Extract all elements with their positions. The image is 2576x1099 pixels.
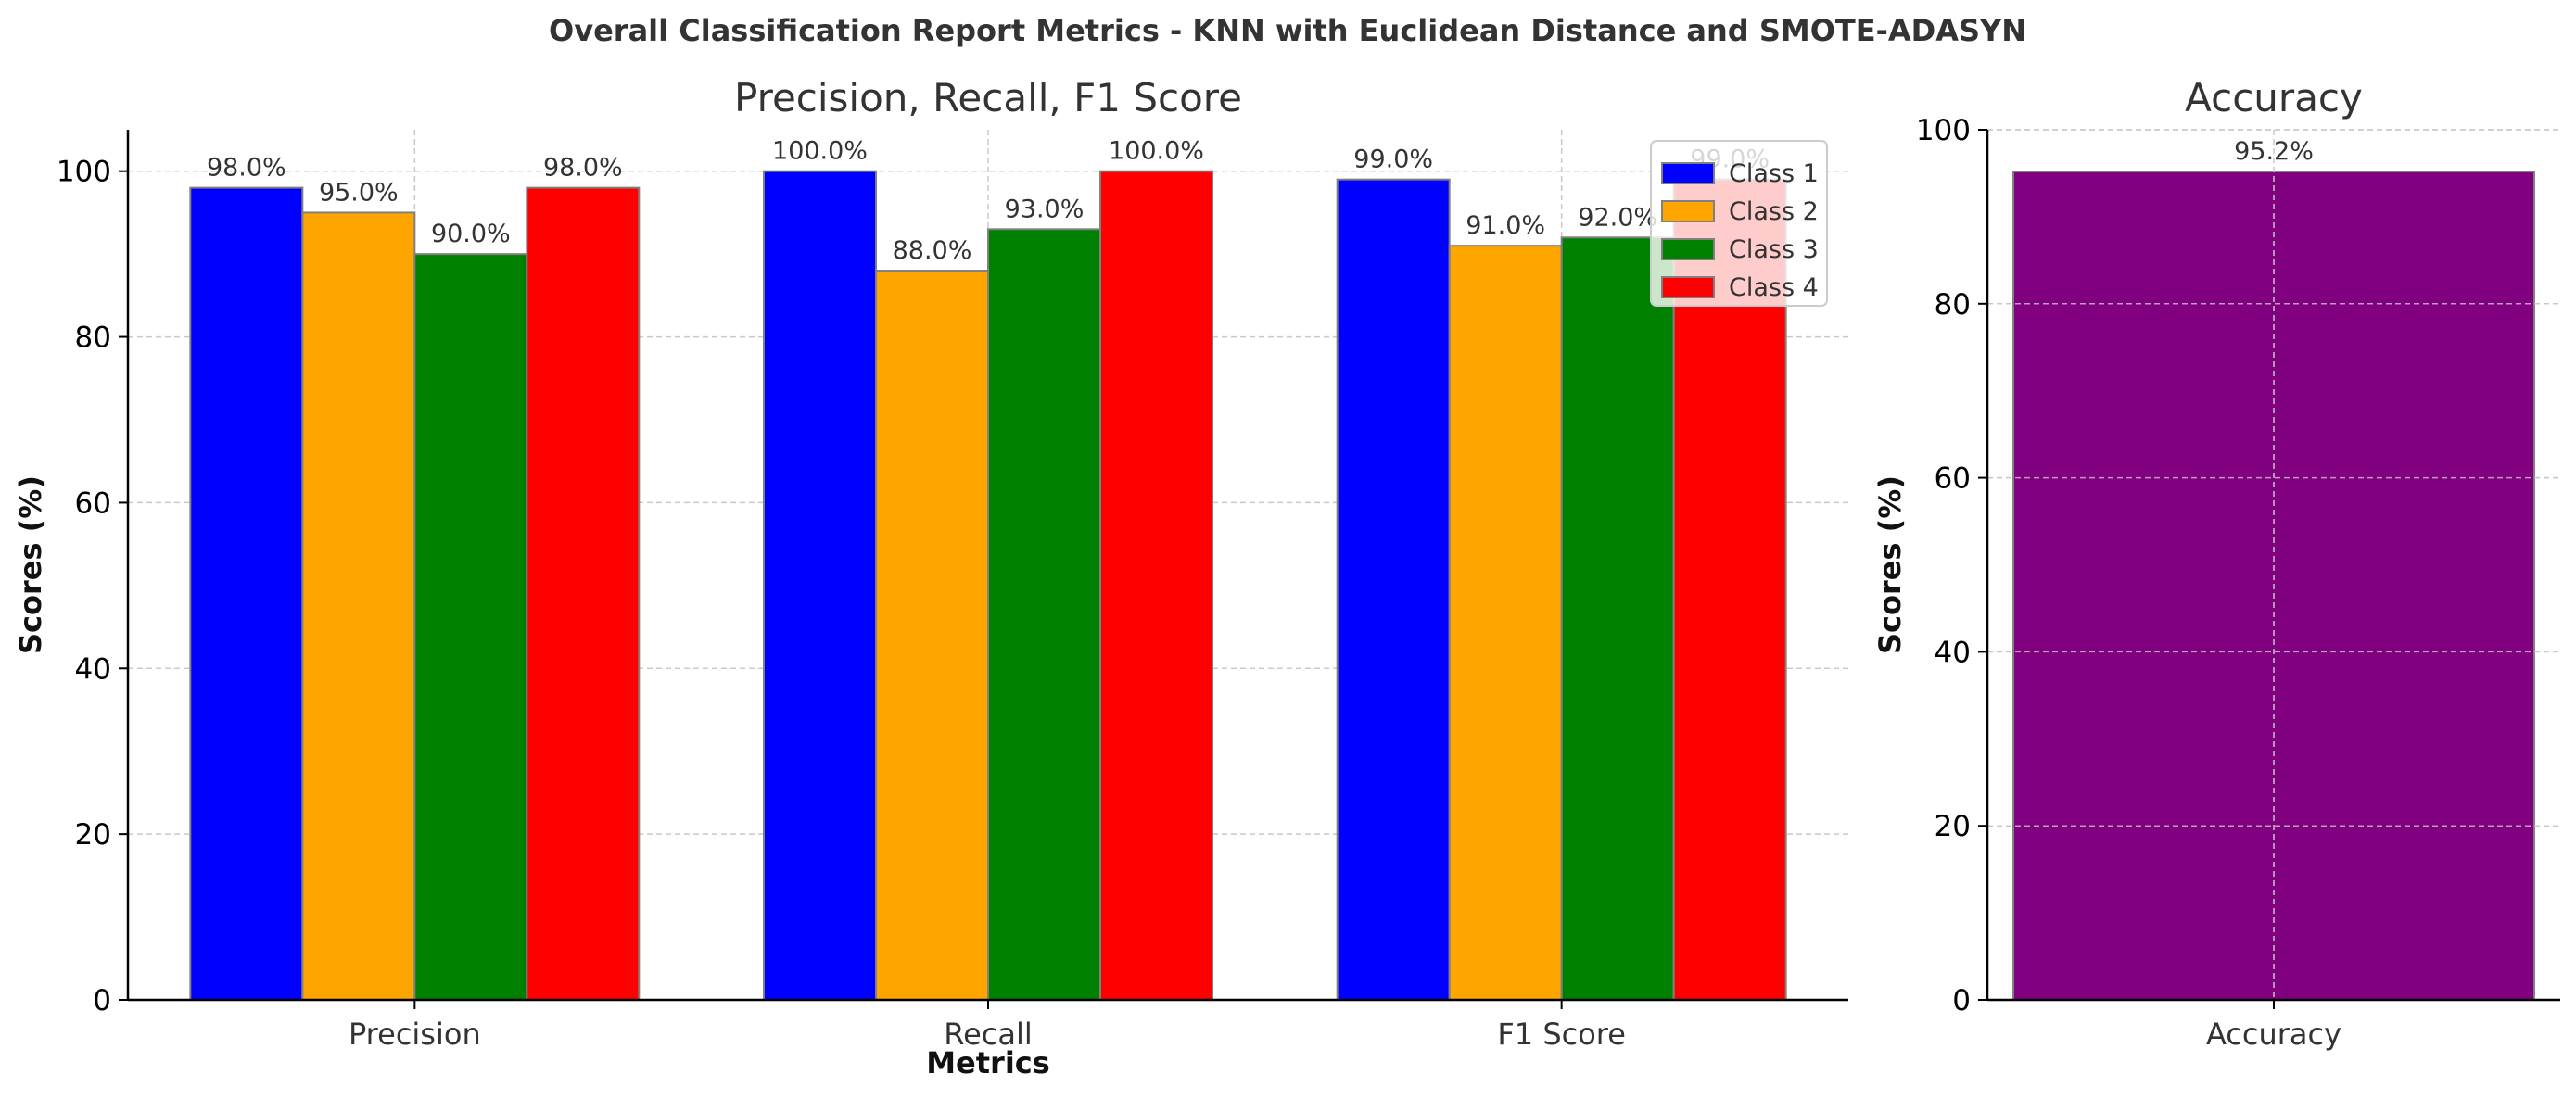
accuracy-ytick-label: 20	[1935, 810, 1971, 843]
metrics-ytick-label: 40	[75, 652, 111, 686]
metrics-ytick-label: 0	[93, 984, 111, 1017]
figure-suptitle: Overall Classification Report Metrics - …	[549, 13, 2026, 48]
metrics-y-axis-label: Scores (%)	[13, 475, 48, 654]
metrics-x-axis-label: Metrics	[926, 1045, 1050, 1080]
bar-value-label: 98.0%	[543, 154, 623, 183]
metrics-xtick-label: Recall	[944, 1017, 1032, 1052]
bar-value-label: 92.0%	[1578, 203, 1657, 232]
bar-class-3-recall	[987, 228, 1101, 1002]
accuracy-ytick-label: 60	[1935, 462, 1971, 496]
bar-value-label: 95.0%	[319, 178, 399, 207]
metrics-ytick-label: 60	[75, 486, 111, 520]
bar-value-label: 90.0%	[431, 220, 511, 248]
accuracy-ytick-label: 40	[1935, 636, 1971, 669]
bar-class-2-f1-score	[1448, 245, 1563, 1001]
metrics-ytick-label: 80	[75, 322, 111, 355]
metrics-xtick-label: F1 Score	[1497, 1017, 1626, 1052]
legend-swatch-class-4	[1661, 276, 1715, 298]
bar-class-3-precision	[413, 253, 528, 1001]
accuracy-ytick-label: 100	[1916, 114, 1971, 147]
accuracy-y-axis-label: Scores (%)	[1872, 475, 1908, 654]
accuracy-chart-title: Accuracy	[2185, 75, 2363, 120]
legend-label-class-1: Class 1	[1729, 159, 1819, 188]
bar-value-label: 91.0%	[1466, 211, 1545, 240]
legend-swatch-class-1	[1661, 162, 1715, 184]
legend-swatch-class-3	[1661, 238, 1715, 260]
bar-class-2-recall	[875, 270, 989, 1001]
accuracy-ytick-label: 0	[1952, 984, 1971, 1017]
bar-class-2-precision	[301, 211, 416, 1001]
legend-swatch-class-2	[1661, 200, 1715, 222]
bar-value-label: 95.2%	[2234, 137, 2314, 166]
metrics-legend: Class 1 Class 2 Class 3 Class 4	[1650, 140, 1828, 307]
bar-value-label: 98.0%	[207, 154, 286, 183]
accuracy-bar-chart: 0 20 40 60 80 100 95.2% Accuracy Accuracy Scores …	[1872, 75, 2560, 1052]
metrics-xtick-label: Precision	[349, 1017, 481, 1052]
metrics-ytick-label: 100	[57, 156, 111, 189]
bar-class-4-precision	[526, 186, 641, 1002]
bar-class-1-precision	[189, 186, 304, 1002]
bar-class-3-f1-score	[1560, 236, 1675, 1001]
bar-class-1-f1-score	[1336, 178, 1451, 1001]
accuracy-ytick-label: 80	[1935, 288, 1971, 322]
legend-label-class-2: Class 2	[1729, 197, 1819, 226]
legend-label-class-3: Class 3	[1729, 235, 1819, 264]
bar-value-label: 100.0%	[1109, 137, 1204, 166]
bar-value-label: 93.0%	[1005, 195, 1085, 223]
legend-label-class-4: Class 4	[1729, 273, 1819, 302]
bar-value-label: 100.0%	[772, 137, 868, 166]
bar-value-label: 99.0%	[1353, 145, 1433, 174]
bar-class-1-recall	[763, 170, 877, 1001]
metrics-ytick-label: 20	[75, 818, 111, 852]
metrics-chart-title: Precision, Recall, F1 Score	[734, 75, 1242, 120]
metrics-bar-chart: 0 20 40 60 80 100 98.0% 100.0% 99.0% 95.0% 88.0% 91…	[13, 75, 1848, 1080]
bar-class-4-recall	[1099, 170, 1213, 1001]
bar-value-label: 88.0%	[893, 236, 972, 265]
accuracy-xtick-label: Accuracy	[2206, 1017, 2341, 1052]
